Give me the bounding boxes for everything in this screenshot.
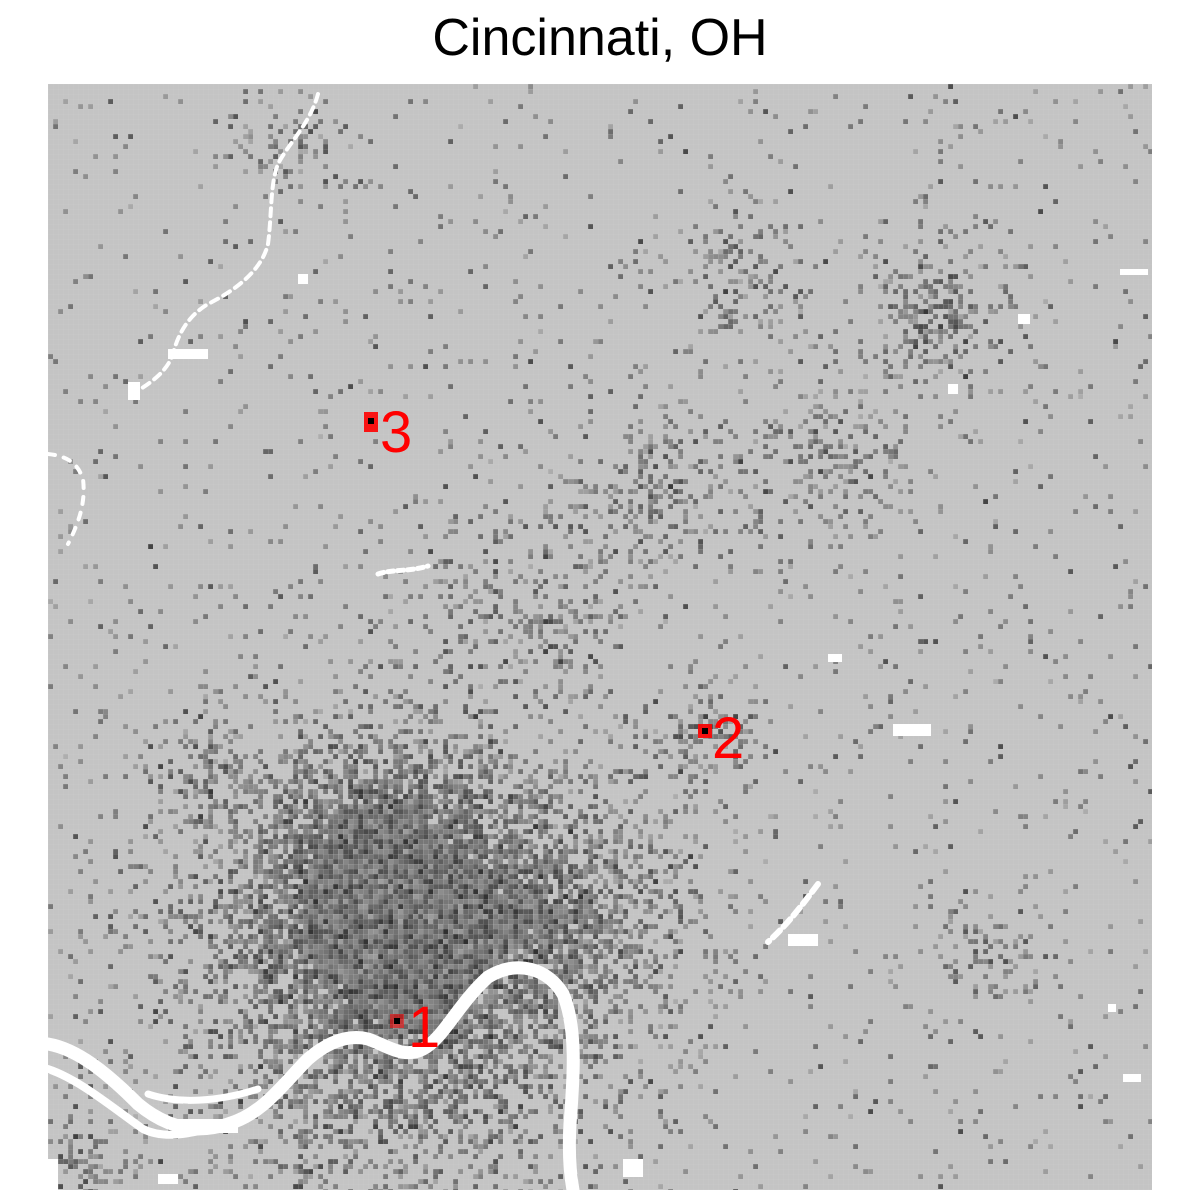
river-bank-lower <box>48 1065 212 1139</box>
water-patch-11 <box>48 1159 58 1190</box>
ohio-river <box>48 961 580 1190</box>
water-patch-3 <box>1120 269 1148 275</box>
marker-2: 2 <box>698 706 744 771</box>
water-patch-2 <box>893 724 931 736</box>
grid-overlay <box>48 84 1152 1190</box>
marker-1-center <box>394 1018 400 1024</box>
water-features <box>48 92 1148 1190</box>
river-channel-west <box>144 1085 262 1104</box>
water-patch-1 <box>375 563 431 577</box>
water-patch-9 <box>1123 1074 1141 1082</box>
marker-1-label: 1 <box>408 995 440 1060</box>
marker-2-label: 2 <box>712 706 744 771</box>
marker-3-label: 3 <box>380 400 412 465</box>
marker-2-center <box>702 728 708 734</box>
water-patch-8 <box>1108 1004 1116 1012</box>
density-map: 1 2 3 <box>48 84 1152 1190</box>
water-patch-10 <box>178 1119 238 1133</box>
water-patch-15 <box>1018 314 1030 324</box>
water-patch-12 <box>158 1174 178 1184</box>
marker-1: 1 <box>390 995 440 1060</box>
water-patch-13 <box>623 1159 643 1177</box>
water-patch-7 <box>948 384 958 394</box>
water-patch-6 <box>828 654 842 662</box>
markers: 1 2 3 <box>364 400 744 1060</box>
marker-3-center <box>368 418 374 424</box>
map-title: Cincinnati, OH <box>432 9 768 67</box>
little-miami-river <box>765 881 821 945</box>
water-patch-4 <box>168 349 208 359</box>
water-patch-5 <box>128 382 140 400</box>
map-panel: 1 2 3 <box>48 84 1152 1190</box>
marker-3: 3 <box>364 400 412 465</box>
water-patch-14 <box>788 934 818 946</box>
water-patch-16 <box>298 274 308 284</box>
river-fragment-west <box>48 452 86 546</box>
